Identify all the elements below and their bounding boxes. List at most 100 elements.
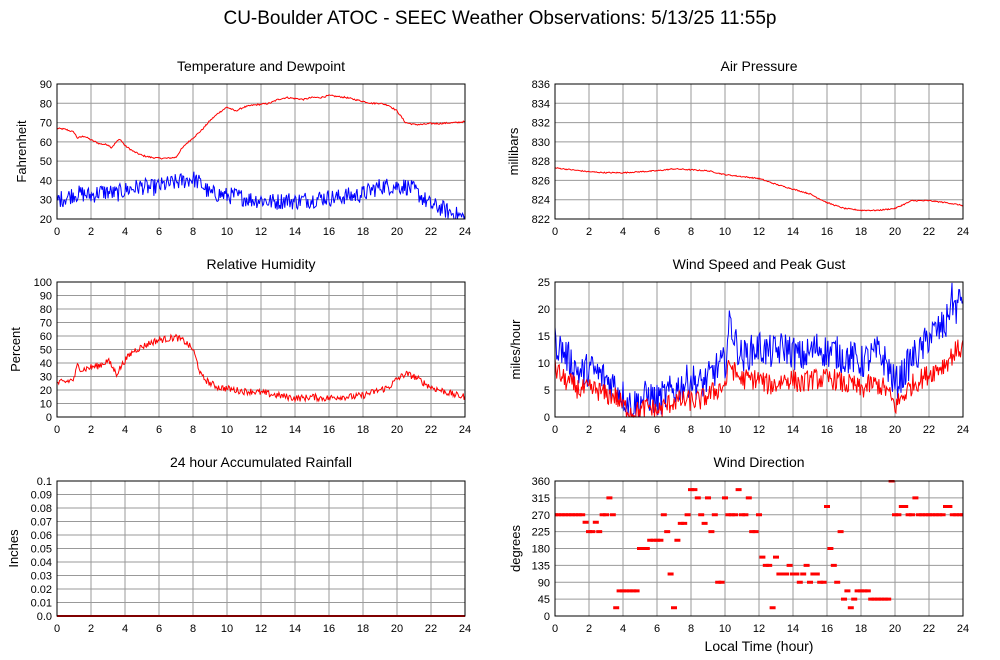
data-point (885, 597, 892, 601)
x-tick-label: 6 (654, 424, 660, 436)
data-point (909, 513, 915, 517)
data-point (575, 513, 582, 517)
x-tick-label: 12 (255, 623, 267, 635)
y-tick-label: 0.0 (37, 611, 52, 623)
x-tick-label: 16 (323, 226, 335, 238)
y-tick-label: 315 (532, 493, 550, 505)
y-tick-label: 60 (40, 331, 52, 343)
data-point (691, 488, 698, 492)
data-point (589, 530, 596, 534)
x-tick-label: 16 (821, 226, 833, 238)
x-tick-label: 2 (586, 623, 592, 635)
series-line (57, 333, 465, 404)
data-point (749, 530, 756, 534)
series-line (555, 282, 963, 418)
data-point (572, 513, 579, 517)
x-tick-label: 0 (552, 623, 558, 635)
data-point (915, 513, 922, 517)
data-point (739, 513, 745, 517)
x-tick-label: 24 (957, 226, 969, 238)
data-point (960, 513, 963, 517)
data-point (943, 505, 949, 508)
y-axis-label: millibars (506, 127, 521, 175)
data-point (837, 530, 844, 534)
data-point (858, 589, 864, 593)
x-tick-label: 18 (357, 424, 369, 436)
data-point (569, 513, 575, 517)
data-point (620, 589, 626, 593)
data-point (773, 555, 779, 559)
y-tick-label: 80 (40, 98, 52, 110)
data-point (786, 563, 793, 567)
x-tick-label: 22 (923, 623, 935, 635)
x-tick-label: 2 (88, 623, 94, 635)
chart-title: Wind Direction (713, 454, 804, 470)
y-tick-label: 90 (538, 577, 550, 589)
x-tick-label: 12 (255, 424, 267, 436)
data-point (956, 513, 963, 517)
y-tick-label: 180 (532, 544, 550, 556)
x-tick-label: 6 (156, 424, 162, 436)
x-tick-label: 24 (957, 623, 969, 635)
data-point (664, 530, 671, 534)
data-point (705, 496, 711, 500)
x-tick-label: 22 (923, 424, 935, 436)
data-point (647, 538, 654, 542)
data-point (701, 521, 708, 525)
x-tick-label: 4 (122, 226, 128, 238)
data-point (606, 496, 613, 500)
data-point (946, 505, 953, 508)
y-tick-label: 0.04 (31, 557, 52, 569)
y-tick-label: 20 (538, 304, 550, 316)
x-tick-label: 10 (221, 424, 233, 436)
x-tick-label: 14 (289, 226, 301, 238)
x-tick-label: 6 (156, 226, 162, 238)
y-tick-label: 30 (40, 195, 52, 207)
y-tick-label: 834 (532, 98, 550, 110)
x-tick-label: 24 (459, 623, 471, 635)
y-tick-label: 20 (40, 214, 52, 226)
y-tick-label: 824 (532, 195, 550, 207)
x-tick-label: 0 (54, 424, 60, 436)
data-point (864, 589, 871, 593)
data-point (684, 513, 691, 517)
data-point (623, 589, 630, 593)
plot-frame (56, 480, 466, 617)
data-point (586, 530, 592, 534)
x-tick-label: 8 (190, 226, 196, 238)
data-point (912, 496, 919, 500)
x-tick-label: 8 (190, 424, 196, 436)
data-point (592, 520, 599, 524)
x-tick-label: 8 (688, 623, 694, 635)
y-tick-label: 40 (40, 175, 52, 187)
data-point (841, 597, 847, 601)
x-tick-label: 0 (552, 226, 558, 238)
x-tick-label: 2 (586, 226, 592, 238)
data-point (722, 496, 728, 500)
y-tick-label: 45 (538, 594, 550, 606)
data-point (834, 580, 841, 584)
y-tick-label: 15 (538, 331, 550, 343)
x-tick-label: 10 (221, 623, 233, 635)
x-tick-label: 6 (156, 623, 162, 635)
x-tick-label: 4 (620, 226, 626, 238)
data-point (671, 606, 677, 610)
data-point (807, 580, 813, 584)
data-point (633, 589, 640, 593)
y-tick-label: 0.08 (31, 503, 52, 515)
x-tick-label: 14 (787, 623, 799, 635)
data-point (681, 521, 688, 525)
data-point (847, 606, 854, 610)
y-tick-label: 225 (532, 527, 550, 539)
y-tick-label: 0.06 (31, 530, 52, 542)
plot-frame (554, 83, 964, 220)
data-point (949, 513, 956, 517)
data-point (637, 547, 643, 550)
data-point (824, 505, 830, 508)
data-point (718, 580, 725, 584)
y-tick-label: 270 (532, 510, 550, 522)
x-tick-label: 16 (821, 424, 833, 436)
data-point (759, 555, 766, 559)
